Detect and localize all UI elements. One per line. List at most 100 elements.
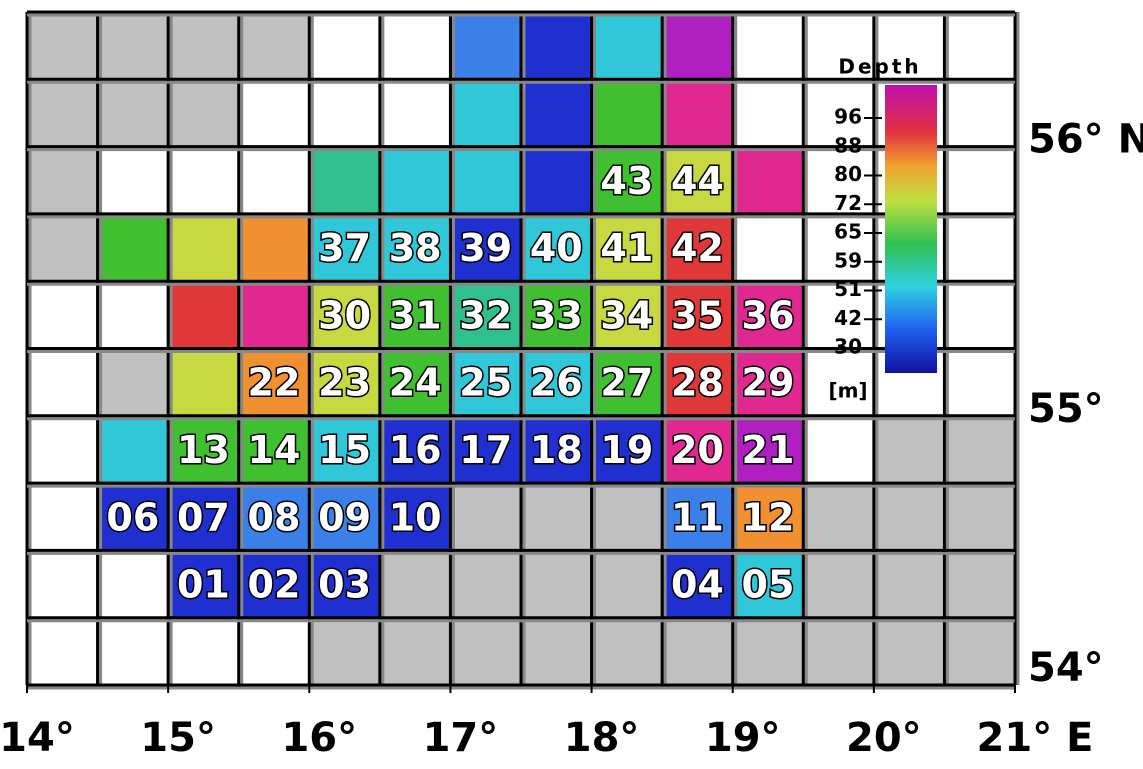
cell-label: 26: [530, 361, 583, 405]
map-cell: [732, 617, 804, 685]
legend-tick-label: 42: [834, 306, 862, 330]
cell-label: 41: [600, 226, 653, 270]
map-cell: [450, 415, 521, 484]
map-cell: [379, 79, 451, 147]
map-cell: [521, 146, 592, 214]
map-cell: [97, 617, 169, 685]
map-cell: [662, 483, 733, 551]
cell-label: 01: [177, 563, 230, 607]
map-cell: [873, 550, 945, 618]
map-cell: [309, 483, 380, 551]
map-cell: [97, 146, 169, 214]
map-cell: [662, 550, 733, 618]
map-cell: [97, 12, 169, 80]
map-cell: [168, 281, 239, 349]
map-cell: [732, 146, 804, 214]
map-cell: [309, 146, 380, 214]
map-cell: [662, 213, 733, 282]
map-cell: [309, 348, 380, 416]
legend-tick-label: 59: [834, 248, 862, 272]
map-cell: [309, 213, 380, 282]
map-cell: [591, 79, 663, 147]
cell-label: 28: [671, 361, 724, 405]
map-cell: [238, 213, 310, 282]
map-cell: [662, 348, 733, 416]
legend-tick-label: 65: [834, 220, 862, 244]
map-cell: [450, 146, 521, 214]
cell-label: 36: [742, 293, 795, 337]
map-cell: [97, 213, 169, 282]
cell-label: 19: [600, 428, 653, 472]
cell-label: 25: [459, 361, 512, 405]
map-cell: [591, 12, 663, 80]
x-axis-label: 20°: [846, 715, 922, 761]
x-axis-label: 19°: [705, 715, 781, 761]
map-cell: [27, 415, 98, 484]
cell-label: 21: [742, 428, 795, 472]
legend-tick-label: 88: [834, 133, 862, 157]
map-cell: [97, 415, 169, 484]
map-cell: [591, 483, 663, 551]
cell-label: 11: [671, 495, 724, 539]
map-cell: [309, 281, 380, 349]
map-cell: [238, 617, 310, 685]
map-cell: [27, 348, 98, 416]
x-axis-label: 15°: [140, 715, 216, 761]
map-cell: [944, 550, 1015, 618]
cell-label: 27: [600, 361, 653, 405]
map-cell: [450, 617, 521, 685]
cell-label: 10: [389, 495, 442, 539]
map-cell: [309, 12, 380, 80]
cell-label: 15: [318, 428, 371, 472]
map-cell: [379, 348, 451, 416]
map-cell: [732, 213, 804, 282]
map-cell: [379, 213, 451, 282]
map-cell: [591, 146, 663, 214]
cell-label: 31: [389, 293, 442, 337]
cell-label: 20: [671, 428, 724, 472]
cell-label: 06: [106, 495, 159, 539]
map-cell: [521, 79, 592, 147]
cell-label: 24: [389, 361, 442, 405]
map-cell: [521, 213, 592, 282]
cell-label: 18: [530, 428, 583, 472]
map-cell: [168, 483, 239, 551]
cell-label: 38: [389, 226, 442, 270]
map-cell: [591, 415, 663, 484]
map-cell: [521, 483, 592, 551]
cell-label: 42: [671, 226, 724, 270]
map-cell: [662, 79, 733, 147]
cell-label: 29: [742, 361, 795, 405]
legend-title: Depth: [838, 55, 921, 79]
map-cell: [732, 348, 804, 416]
map-cell: [873, 617, 945, 685]
map-cell: [309, 617, 380, 685]
map-cell: [238, 348, 310, 416]
map-cell: [97, 550, 169, 618]
map-cell: [803, 617, 874, 685]
map-cell: [27, 483, 98, 551]
map-cell: [591, 281, 663, 349]
cell-label: 07: [177, 495, 230, 539]
map-cell: [238, 415, 310, 484]
cell-label: 08: [248, 495, 301, 539]
map-cell: [803, 12, 874, 80]
axes: 14° 15° 16° 17° 18° 19° 20° 21° E 54° 55° 56° N: [0, 117, 1143, 761]
map-cell: [803, 146, 874, 214]
cell-label: 03: [318, 563, 371, 607]
map-cell: [732, 281, 804, 349]
map-cell: [944, 213, 1015, 282]
map-cell: [944, 617, 1015, 685]
cell-label: 40: [530, 226, 583, 270]
y-axis-label: 54°: [1028, 645, 1104, 691]
legend-tick-label: 96: [834, 105, 862, 129]
map-cell: [379, 146, 451, 214]
x-axis-label: 18°: [564, 715, 640, 761]
legend-tick-label: 51: [834, 277, 862, 301]
cell-label: 04: [671, 563, 724, 607]
map-cell: [168, 348, 239, 416]
cell-label: 35: [671, 293, 724, 337]
map-cell: [238, 550, 310, 618]
map-cell: [450, 483, 521, 551]
